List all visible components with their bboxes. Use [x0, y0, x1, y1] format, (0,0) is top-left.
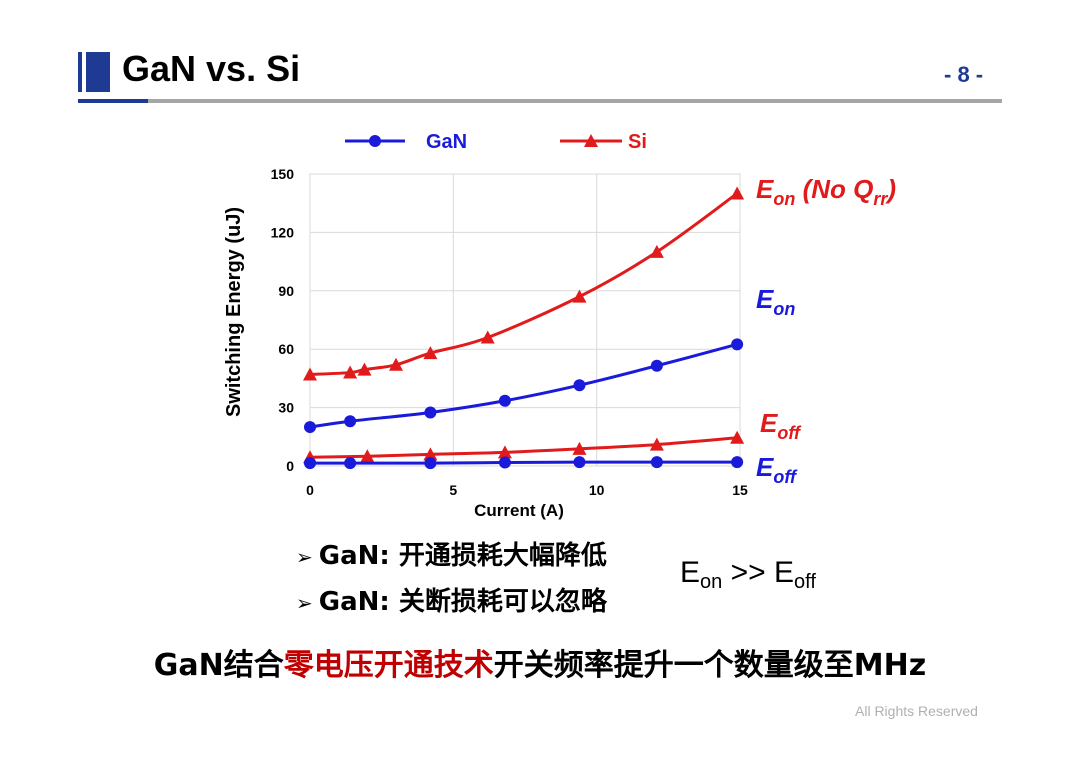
data-point [731, 338, 744, 351]
data-point [304, 421, 316, 434]
data-point [650, 456, 663, 469]
y-tick-label: 60 [278, 341, 294, 357]
data-point [357, 362, 372, 376]
energy-comparison-equation: Eon >> Eoff [680, 556, 816, 593]
data-point [497, 445, 512, 459]
data-point [423, 447, 438, 461]
data-point [573, 456, 586, 469]
data-point [649, 244, 664, 258]
data-point [730, 430, 745, 444]
data-point [650, 359, 663, 372]
data-point [424, 457, 437, 470]
legend-marker [369, 135, 381, 147]
x-tick-label: 5 [449, 482, 457, 498]
legend-marker [584, 134, 598, 147]
series-label: Eon (No Qrr) [756, 174, 896, 209]
bullet-item: ➢ GaN: 开通损耗大幅降低 [296, 541, 607, 571]
data-point [423, 346, 438, 360]
data-point [424, 406, 437, 419]
data-point [480, 330, 495, 344]
series-label: Eon [756, 284, 795, 319]
arrow-bullet-icon: ➢ [296, 591, 313, 615]
y-tick-label: 0 [286, 458, 294, 474]
summary-statement: GaN结合零电压开通技术开关频率提升一个数量级至MHz [153, 648, 927, 683]
y-tick-label: 90 [278, 283, 294, 299]
data-point [573, 379, 586, 392]
series-line [309, 192, 739, 377]
y-tick-label: 120 [271, 224, 295, 240]
page-number: - 8 - [944, 62, 984, 87]
data-point [343, 365, 358, 379]
copyright-notice: All Rights Reserved [855, 703, 978, 719]
data-point [498, 456, 511, 469]
arrow-bullet-icon: ➢ [296, 545, 313, 569]
bullet-list: ➢ GaN: 开通损耗大幅降低 ➢ GaN: 关断损耗可以忽略 [296, 536, 607, 628]
page-title: GaN vs. Si [122, 48, 301, 89]
series-label: Eoff [760, 408, 802, 443]
x-tick-label: 0 [306, 482, 314, 498]
data-point [303, 367, 317, 381]
highlighted-technology: 零电压开通技术 [283, 648, 494, 683]
data-point [649, 437, 664, 451]
series-label: Eoff [756, 452, 798, 487]
data-point [344, 457, 357, 470]
data-point [731, 456, 744, 469]
bullet-item: ➢ GaN: 关断损耗可以忽略 [296, 587, 607, 617]
y-tick-label: 30 [278, 400, 294, 416]
data-point [304, 457, 316, 470]
data-point [572, 289, 587, 303]
x-axis-title: Current (A) [474, 501, 564, 520]
x-tick-label: 10 [589, 482, 605, 498]
title-divider [78, 99, 1002, 103]
data-point [389, 357, 403, 371]
legend-label: Si [628, 131, 647, 153]
y-tick-label: 150 [271, 166, 295, 182]
data-point [498, 394, 511, 407]
series-line [310, 460, 738, 465]
data-point [344, 415, 357, 428]
y-axis-title: Switching Energy (uJ) [223, 207, 245, 417]
data-point [572, 441, 587, 455]
data-point [360, 449, 375, 463]
plot-area [309, 173, 741, 467]
legend-label: GaN [426, 131, 467, 153]
x-tick-label: 15 [732, 482, 748, 498]
data-point [730, 186, 745, 200]
title-accent-bars [78, 52, 110, 92]
